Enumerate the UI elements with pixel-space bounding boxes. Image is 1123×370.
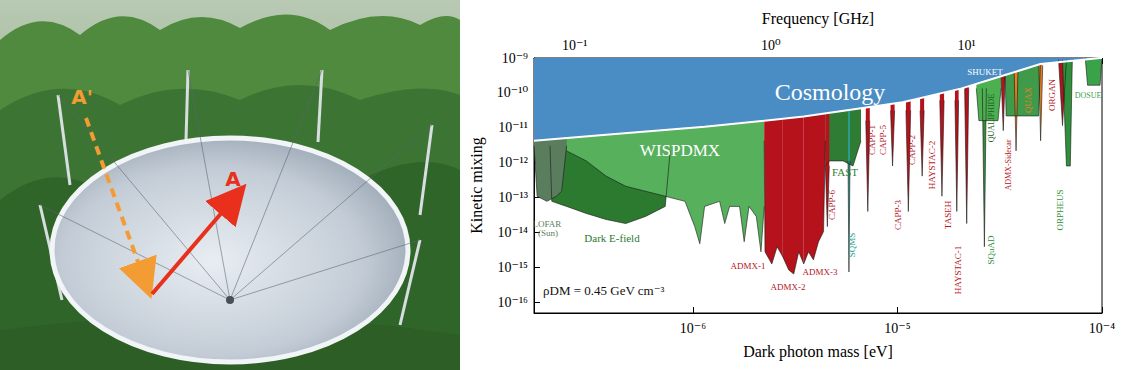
svg-text:10⁻¹³: 10⁻¹³ — [498, 190, 528, 205]
svg-text:SHUKET: SHUKET — [967, 67, 1003, 77]
svg-text:10⁻¹⁵: 10⁻¹⁵ — [498, 260, 529, 275]
svg-text:CAPP-3: CAPP-3 — [893, 199, 903, 230]
svg-text:(Sun): (Sun) — [538, 228, 558, 238]
svg-text:Cosmology: Cosmology — [775, 79, 886, 105]
svg-text:HAYSTAC-1: HAYSTAC-1 — [953, 246, 963, 294]
svg-text:A: A — [225, 167, 241, 191]
svg-text:ADMX-3: ADMX-3 — [803, 267, 838, 277]
svg-text:10⁻¹¹: 10⁻¹¹ — [498, 120, 528, 135]
svg-text:10⁻¹²: 10⁻¹² — [498, 155, 528, 170]
svg-text:10¹: 10¹ — [958, 38, 976, 53]
svg-text:CAPP-5: CAPP-5 — [878, 124, 888, 155]
svg-text:QUALIPHIDE: QUALIPHIDE — [987, 94, 996, 143]
svg-text:WISPDMX: WISPDMX — [640, 141, 720, 160]
svg-text:10⁻¹: 10⁻¹ — [562, 38, 588, 53]
svg-text:ORGAN: ORGAN — [1047, 79, 1057, 112]
svg-text:Frequency [GHz]: Frequency [GHz] — [762, 10, 874, 28]
svg-text:CAPP-6: CAPP-6 — [827, 189, 837, 220]
svg-text:FAST: FAST — [832, 166, 858, 178]
svg-text:10⁻¹⁶: 10⁻¹⁶ — [498, 295, 529, 310]
svg-text:Dark E-field: Dark E-field — [584, 232, 640, 244]
svg-text:LOFAR: LOFAR — [532, 218, 564, 229]
svg-text:10⁻⁶: 10⁻⁶ — [680, 321, 706, 336]
svg-text:HAYSTAC-2: HAYSTAC-2 — [927, 141, 937, 189]
svg-text:DOSUE: DOSUE — [1075, 91, 1102, 100]
svg-text:CAPP-2: CAPP-2 — [907, 135, 917, 165]
svg-text:10⁰: 10⁰ — [761, 38, 781, 53]
svg-text:10⁻⁵: 10⁻⁵ — [884, 321, 910, 336]
svg-text:CAPP-1: CAPP-1 — [867, 125, 877, 155]
svg-text:10⁻⁹: 10⁻⁹ — [502, 51, 528, 66]
svg-text:ADMX-1: ADMX-1 — [731, 261, 766, 271]
svg-text:ADMX-Sidecar: ADMX-Sidecar — [1004, 139, 1013, 190]
svg-text:Dark photon mass [eV]: Dark photon mass [eV] — [743, 343, 893, 361]
svg-text:Kinetic mixing: Kinetic mixing — [468, 137, 486, 233]
svg-text:QUAX: QUAX — [1023, 87, 1033, 113]
svg-text:10⁻⁴: 10⁻⁴ — [1089, 321, 1115, 336]
svg-text:ORPHEUS: ORPHEUS — [1055, 189, 1065, 230]
svg-text:10⁻¹⁰: 10⁻¹⁰ — [497, 85, 529, 100]
svg-text:ADMX-2: ADMX-2 — [771, 282, 806, 292]
svg-text:SQuAD: SQuAD — [986, 235, 996, 265]
svg-text:10⁻¹⁴: 10⁻¹⁴ — [498, 225, 529, 240]
svg-text:ρDM = 0.45 GeV cm⁻³: ρDM = 0.45 GeV cm⁻³ — [543, 283, 665, 298]
svg-text:A': A' — [71, 85, 93, 109]
svg-text:TASEH: TASEH — [943, 200, 953, 229]
svg-text:SQMS: SQMS — [847, 233, 857, 258]
